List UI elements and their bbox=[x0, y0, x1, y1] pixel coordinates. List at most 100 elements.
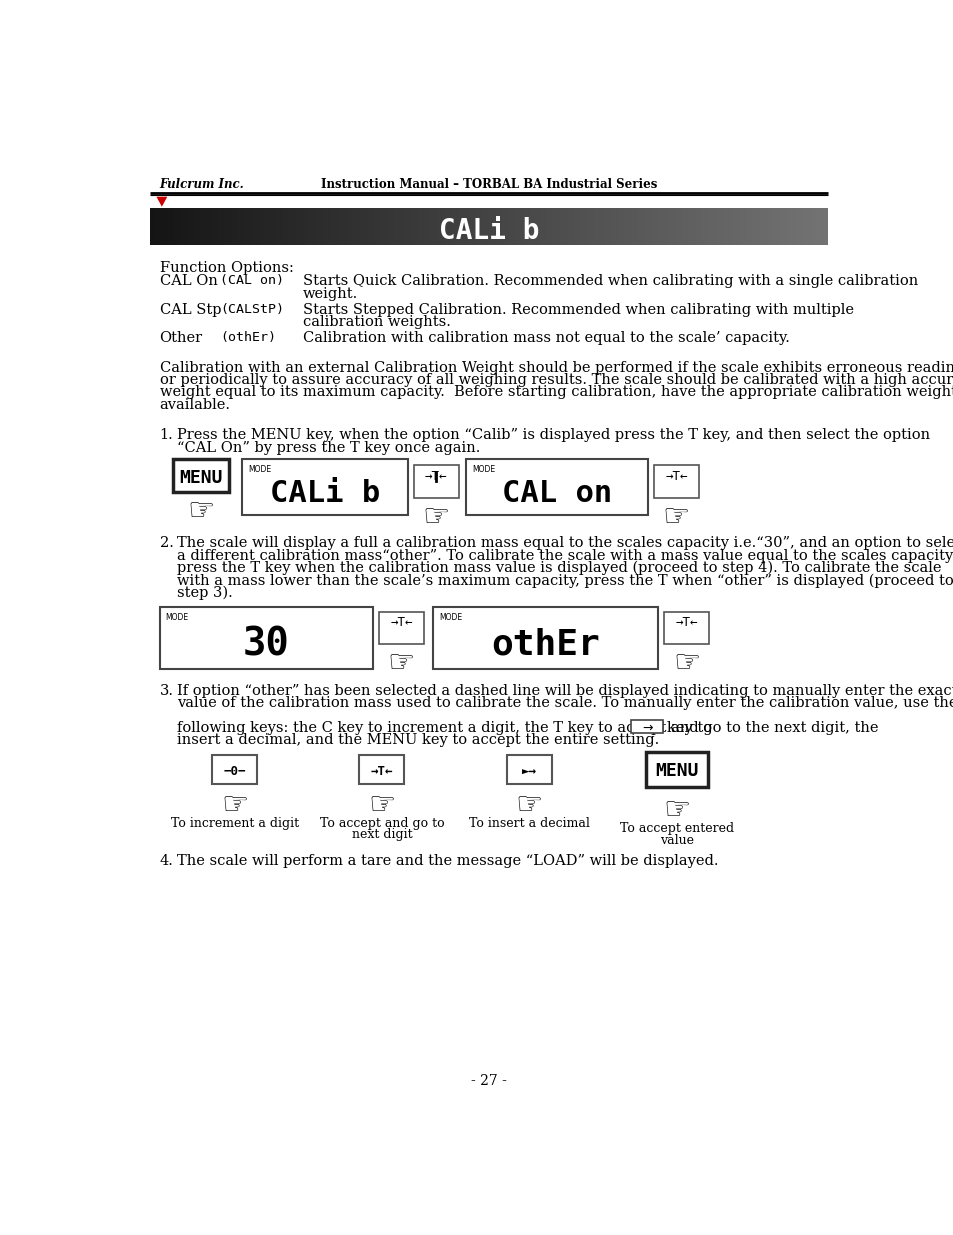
Bar bbox=[468, 209, 472, 246]
Bar bbox=[217, 209, 221, 246]
Bar bbox=[485, 209, 489, 246]
Bar bbox=[651, 209, 655, 246]
Bar bbox=[275, 209, 279, 246]
Bar bbox=[465, 209, 469, 246]
Text: value: value bbox=[659, 834, 694, 846]
Text: →T←: →T← bbox=[371, 766, 393, 778]
Text: To increment a digit: To increment a digit bbox=[171, 816, 298, 830]
Bar bbox=[529, 209, 533, 246]
Text: CAL Stp: CAL Stp bbox=[159, 303, 221, 317]
Bar bbox=[806, 209, 810, 246]
Bar bbox=[302, 209, 306, 246]
Bar bbox=[745, 209, 749, 246]
Text: MENU: MENU bbox=[179, 469, 223, 487]
Bar bbox=[411, 209, 415, 246]
Text: MODE: MODE bbox=[439, 614, 462, 622]
Bar bbox=[678, 209, 681, 246]
Bar bbox=[330, 209, 334, 246]
Bar bbox=[414, 466, 458, 498]
Bar bbox=[664, 209, 668, 246]
Bar bbox=[579, 209, 583, 246]
Bar bbox=[749, 209, 753, 246]
Text: ►→: ►→ bbox=[521, 766, 537, 778]
Bar bbox=[518, 209, 522, 246]
Text: othEr: othEr bbox=[491, 627, 599, 661]
Text: The scale will display a full a calibration mass equal to the scales capacity i.: The scale will display a full a calibrat… bbox=[176, 536, 953, 551]
Bar bbox=[191, 209, 194, 246]
Text: CALi b: CALi b bbox=[438, 217, 538, 246]
Bar bbox=[566, 209, 570, 246]
Bar bbox=[498, 209, 502, 246]
Bar bbox=[278, 209, 282, 246]
Bar bbox=[590, 209, 594, 246]
Bar bbox=[441, 209, 445, 246]
Bar bbox=[509, 209, 513, 246]
Bar bbox=[159, 608, 373, 668]
Bar bbox=[380, 209, 384, 246]
Bar bbox=[177, 209, 181, 246]
Bar bbox=[549, 209, 553, 246]
Bar bbox=[725, 209, 729, 246]
Bar bbox=[378, 611, 423, 645]
Bar bbox=[214, 209, 218, 246]
Text: →T←: →T← bbox=[675, 616, 697, 630]
Bar bbox=[797, 209, 801, 246]
Text: ☞: ☞ bbox=[368, 792, 395, 820]
Bar bbox=[640, 209, 644, 246]
Bar bbox=[478, 209, 482, 246]
Text: Function Options:: Function Options: bbox=[159, 261, 294, 274]
Bar bbox=[654, 209, 658, 246]
Bar bbox=[465, 459, 647, 515]
Bar bbox=[255, 209, 259, 246]
Text: Starts Quick Calibration. Recommended when calibrating with a single calibration: Starts Quick Calibration. Recommended wh… bbox=[303, 274, 917, 289]
Bar bbox=[712, 209, 716, 246]
Bar bbox=[675, 209, 679, 246]
Text: 2.: 2. bbox=[159, 536, 173, 551]
Text: CAL on: CAL on bbox=[501, 479, 611, 508]
Bar bbox=[624, 209, 627, 246]
Text: 30: 30 bbox=[242, 625, 289, 663]
Bar bbox=[488, 209, 492, 246]
Bar bbox=[346, 209, 350, 246]
Text: next digit: next digit bbox=[352, 829, 412, 841]
Bar bbox=[732, 209, 736, 246]
Text: ☞: ☞ bbox=[221, 792, 248, 820]
Bar bbox=[472, 209, 476, 246]
Bar bbox=[563, 209, 567, 246]
Bar bbox=[164, 209, 168, 246]
Bar bbox=[258, 209, 262, 246]
Bar bbox=[326, 209, 330, 246]
Bar bbox=[160, 209, 164, 246]
Bar bbox=[729, 209, 733, 246]
Text: CAL On: CAL On bbox=[159, 274, 217, 289]
Bar bbox=[715, 209, 719, 246]
Bar bbox=[786, 209, 790, 246]
Text: MODE: MODE bbox=[166, 614, 189, 622]
Bar bbox=[353, 209, 356, 246]
Text: - 27 -: - 27 - bbox=[471, 1074, 506, 1088]
Bar bbox=[407, 209, 411, 246]
Bar bbox=[448, 209, 452, 246]
Bar bbox=[553, 209, 557, 246]
Bar bbox=[272, 209, 275, 246]
Bar bbox=[803, 209, 807, 246]
Bar bbox=[234, 209, 238, 246]
Text: Instruction Manual – TORBAL BA Industrial Series: Instruction Manual – TORBAL BA Industria… bbox=[320, 178, 657, 191]
Bar bbox=[481, 209, 485, 246]
Bar bbox=[180, 209, 184, 246]
Text: ☞: ☞ bbox=[387, 650, 415, 678]
Text: If option “other” has been selected a dashed line will be displayed indicating t: If option “other” has been selected a da… bbox=[176, 684, 953, 698]
Bar bbox=[343, 209, 347, 246]
Text: (CAL on): (CAL on) bbox=[220, 274, 284, 288]
Bar bbox=[201, 209, 205, 246]
Bar bbox=[658, 209, 661, 246]
Text: To insert a decimal: To insert a decimal bbox=[468, 816, 589, 830]
Bar bbox=[681, 209, 685, 246]
Text: →: → bbox=[641, 722, 652, 735]
Bar bbox=[512, 209, 516, 246]
Bar bbox=[157, 209, 161, 246]
Bar bbox=[546, 209, 550, 246]
Bar bbox=[444, 209, 448, 246]
Bar bbox=[793, 209, 797, 246]
Bar bbox=[810, 209, 814, 246]
